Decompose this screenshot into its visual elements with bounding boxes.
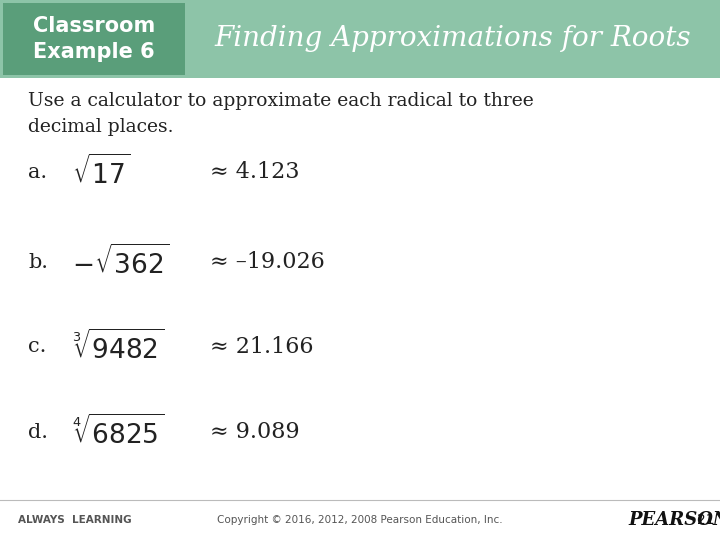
Text: Classroom
Example 6: Classroom Example 6 xyxy=(33,16,155,62)
Text: b.: b. xyxy=(28,253,48,272)
Text: ALWAYS  LEARNING: ALWAYS LEARNING xyxy=(18,515,132,525)
Text: 21: 21 xyxy=(697,513,715,527)
Text: $\sqrt[3]{9482}$: $\sqrt[3]{9482}$ xyxy=(72,329,164,364)
Text: $\sqrt[4]{6825}$: $\sqrt[4]{6825}$ xyxy=(72,415,164,449)
Text: Use a calculator to approximate each radical to three
decimal places.: Use a calculator to approximate each rad… xyxy=(28,92,534,136)
Text: c.: c. xyxy=(28,338,46,356)
Text: ≈ 4.123: ≈ 4.123 xyxy=(210,161,300,183)
Text: Finding Approximations for Roots: Finding Approximations for Roots xyxy=(214,25,690,52)
Text: $\sqrt{17}$: $\sqrt{17}$ xyxy=(72,154,130,190)
Text: ≈ –19.026: ≈ –19.026 xyxy=(210,251,325,273)
Text: PEARSON: PEARSON xyxy=(628,511,720,529)
Text: ≈ 9.089: ≈ 9.089 xyxy=(210,421,300,443)
Text: a.: a. xyxy=(28,163,47,181)
FancyBboxPatch shape xyxy=(0,0,720,78)
Text: Copyright © 2016, 2012, 2008 Pearson Education, Inc.: Copyright © 2016, 2012, 2008 Pearson Edu… xyxy=(217,515,503,525)
Text: $-\sqrt{362}$: $-\sqrt{362}$ xyxy=(72,245,169,279)
FancyBboxPatch shape xyxy=(3,3,185,75)
Text: ≈ 21.166: ≈ 21.166 xyxy=(210,336,313,358)
Text: d.: d. xyxy=(28,422,48,442)
